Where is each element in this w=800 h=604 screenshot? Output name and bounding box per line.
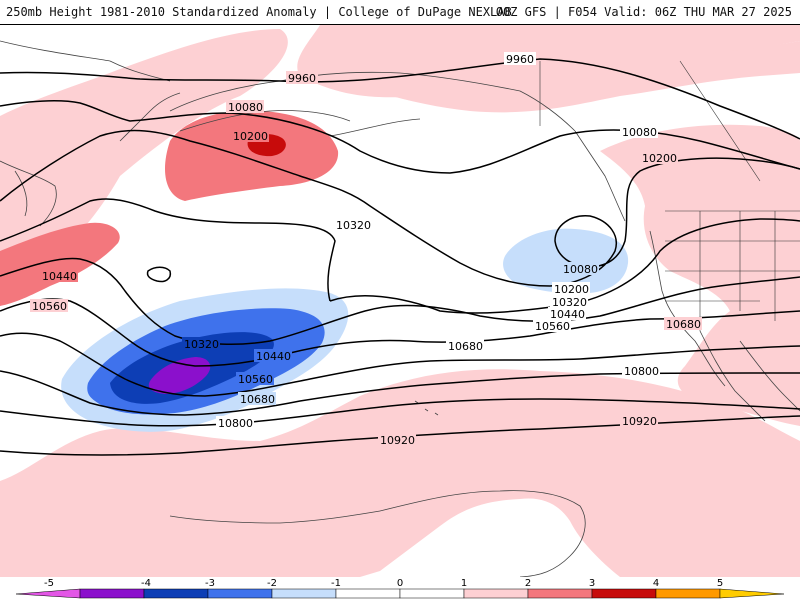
colorbar-tick-3: 3 bbox=[589, 578, 595, 589]
contour-label-10320-a: 10320 bbox=[336, 219, 371, 232]
colorbar-canvas: -5 -4 -3 -2 -1 0 1 2 3 4 5 bbox=[15, 578, 785, 599]
contour-label-10200-b: 10200 bbox=[642, 152, 677, 165]
contour-label-10440-c: 10440 bbox=[550, 308, 585, 321]
colorbar-tick-neg5: -5 bbox=[44, 578, 54, 589]
colorbar-ticks: -5 -4 -3 -2 -1 0 1 2 3 4 5 bbox=[44, 578, 723, 589]
contour-label-10080-c: 10080 bbox=[563, 263, 598, 276]
contour-label-10560-b: 10560 bbox=[238, 373, 273, 386]
colorbar-swatch-pos2 bbox=[527, 588, 593, 599]
contour-label-9960-a: 9960 bbox=[288, 72, 316, 85]
contour-label-10320-b: 10320 bbox=[184, 338, 219, 351]
model-run-info: 00Z GFS | F054 Valid: 06Z THU MAR 27 202… bbox=[495, 5, 792, 19]
contour-label-10440-a: 10440 bbox=[42, 270, 77, 283]
colorbar-swatch-neg3 bbox=[143, 588, 209, 599]
colorbar-tick-2: 2 bbox=[525, 578, 531, 589]
contour-label-10200-a: 10200 bbox=[233, 130, 268, 143]
colorbar-swatch-neg1 bbox=[271, 588, 337, 599]
colorbar-swatch-zero-neg bbox=[335, 588, 401, 599]
contour-label-10200-c: 10200 bbox=[554, 283, 589, 296]
contour-label-9960-b: 9960 bbox=[506, 53, 534, 66]
colorbar-tick-1: 1 bbox=[461, 578, 467, 589]
anomaly-map: 9960 9960 10080 10080 10080 10200 10200 … bbox=[0, 24, 800, 578]
colorbar-swatch-neg2 bbox=[207, 588, 273, 599]
colorbar-swatch-neg5 bbox=[15, 588, 81, 599]
colorbar-swatches bbox=[15, 588, 785, 599]
colorbar-swatch-neg4 bbox=[79, 588, 145, 599]
contour-label-10680-c: 10680 bbox=[666, 318, 701, 331]
colorbar-tick-4: 4 bbox=[653, 578, 659, 589]
positive-anomaly-moderate bbox=[0, 110, 339, 306]
colorbar-swatch-pos3 bbox=[591, 588, 657, 599]
colorbar-tick-neg2: -2 bbox=[267, 578, 277, 589]
colorbar-tick-neg3: -3 bbox=[205, 578, 215, 589]
contour-label-10680-b: 10680 bbox=[448, 340, 483, 353]
map-title: 250mb Height 1981-2010 Standardized Anom… bbox=[6, 5, 512, 19]
contour-label-10920-a: 10920 bbox=[380, 434, 415, 447]
map-header: 250mb Height 1981-2010 Standardized Anom… bbox=[0, 0, 800, 24]
colorbar-tick-0: 0 bbox=[397, 578, 403, 589]
colorbar-swatch-pos1 bbox=[463, 588, 529, 599]
contour-label-10800-a: 10800 bbox=[218, 417, 253, 430]
contour-label-10680-a: 10680 bbox=[240, 393, 275, 406]
colorbar-tick-neg1: -1 bbox=[331, 578, 341, 589]
contour-label-10800-b: 10800 bbox=[624, 365, 659, 378]
map-canvas: 9960 9960 10080 10080 10080 10200 10200 … bbox=[0, 25, 800, 578]
colorbar-tick-5: 5 bbox=[717, 578, 723, 589]
contour-label-10560-a: 10560 bbox=[32, 300, 67, 313]
contour-label-10080-a: 10080 bbox=[228, 101, 263, 114]
colorbar-swatch-pos5 bbox=[719, 588, 785, 599]
political-borders bbox=[539, 60, 800, 331]
colorbar-swatch-zero-pos bbox=[399, 588, 465, 599]
anomaly-colorbar: -5 -4 -3 -2 -1 0 1 2 3 4 5 bbox=[0, 576, 800, 600]
contour-label-10320-c: 10320 bbox=[552, 296, 587, 309]
contour-labels: 9960 9960 10080 10080 10080 10200 10200 … bbox=[30, 52, 702, 447]
contour-label-10080-b: 10080 bbox=[622, 126, 657, 139]
contour-label-10560-c: 10560 bbox=[535, 320, 570, 333]
coastlines bbox=[0, 40, 800, 578]
colorbar-swatch-pos4 bbox=[655, 588, 721, 599]
contour-label-10920-b: 10920 bbox=[622, 415, 657, 428]
colorbar-tick-neg4: -4 bbox=[141, 578, 151, 589]
contour-label-10440-b: 10440 bbox=[256, 350, 291, 363]
